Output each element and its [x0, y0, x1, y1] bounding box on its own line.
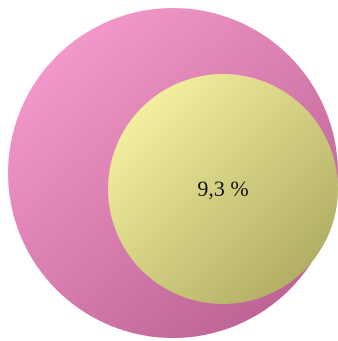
percentage-label: 9,3 %	[197, 176, 248, 201]
inner-circle-share	[108, 74, 338, 304]
